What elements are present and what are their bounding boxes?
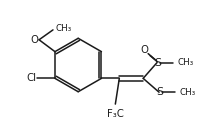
Text: Cl: Cl	[26, 73, 36, 83]
Text: S: S	[157, 87, 164, 97]
Text: O: O	[140, 45, 148, 55]
Text: CH₃: CH₃	[56, 24, 72, 33]
Text: O: O	[30, 35, 38, 45]
Text: S: S	[155, 58, 162, 68]
Text: CH₃: CH₃	[178, 58, 194, 67]
Text: CH₃: CH₃	[180, 88, 196, 97]
Text: F₃C: F₃C	[107, 109, 124, 119]
